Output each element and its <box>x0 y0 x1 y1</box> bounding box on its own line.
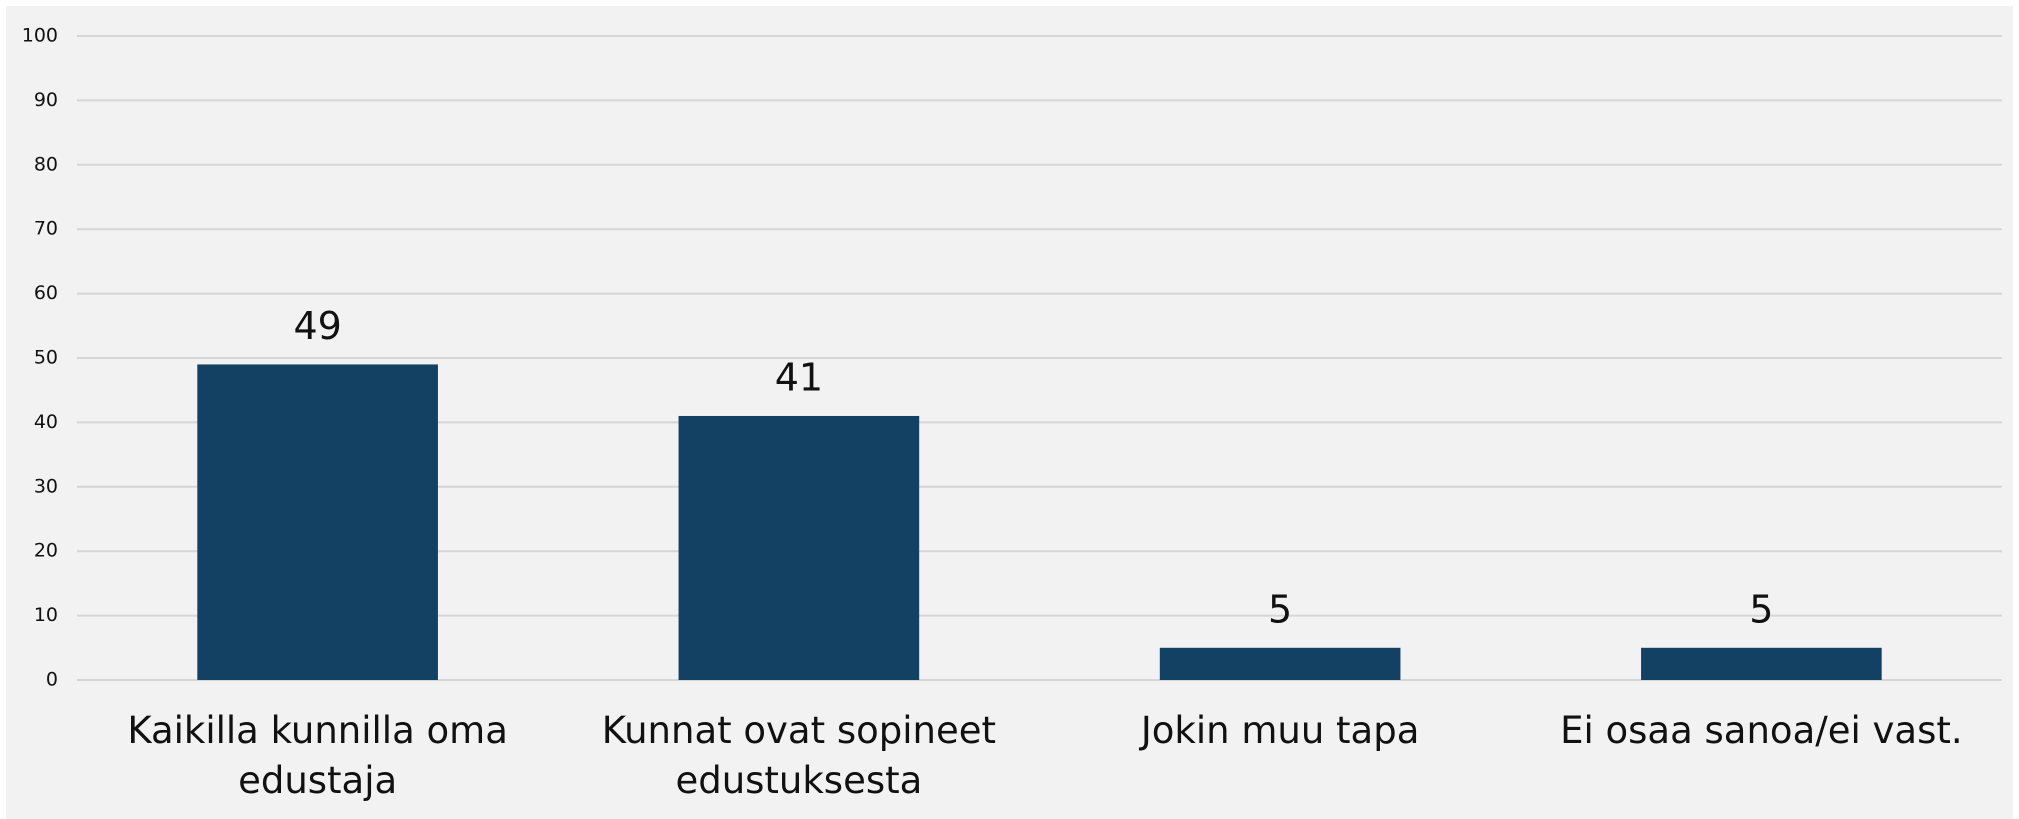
bar <box>197 364 438 680</box>
y-tick-label: 40 <box>34 411 58 433</box>
x-tick-label: Kaikilla kunnilla oma edustaja <box>127 709 508 802</box>
data-label: 41 <box>775 355 823 399</box>
y-tick-label: 30 <box>34 475 58 497</box>
bar <box>1641 647 1882 680</box>
y-tick-label: 90 <box>34 89 58 111</box>
y-tick-label: 20 <box>34 540 58 562</box>
y-tick-label: 0 <box>46 669 58 691</box>
data-label: 49 <box>293 304 341 348</box>
x-tick-label: Ei osaa sanoa/ei vast. <box>1560 709 1963 752</box>
y-tick-label: 50 <box>34 347 58 369</box>
bar <box>1159 647 1401 680</box>
y-tick-label: 80 <box>34 153 58 175</box>
y-tick-label: 60 <box>34 282 58 304</box>
y-tick-label: 70 <box>34 218 58 240</box>
data-label: 5 <box>1268 587 1292 631</box>
x-tick-label: Kunnat ovat sopineet edustuksesta <box>601 709 997 802</box>
y-tick-label: 100 <box>22 25 58 47</box>
bar <box>678 415 920 680</box>
data-label: 5 <box>1749 587 1773 631</box>
x-tick-label: Jokin muu tapa <box>1140 709 1420 752</box>
y-tick-label: 10 <box>34 604 58 626</box>
